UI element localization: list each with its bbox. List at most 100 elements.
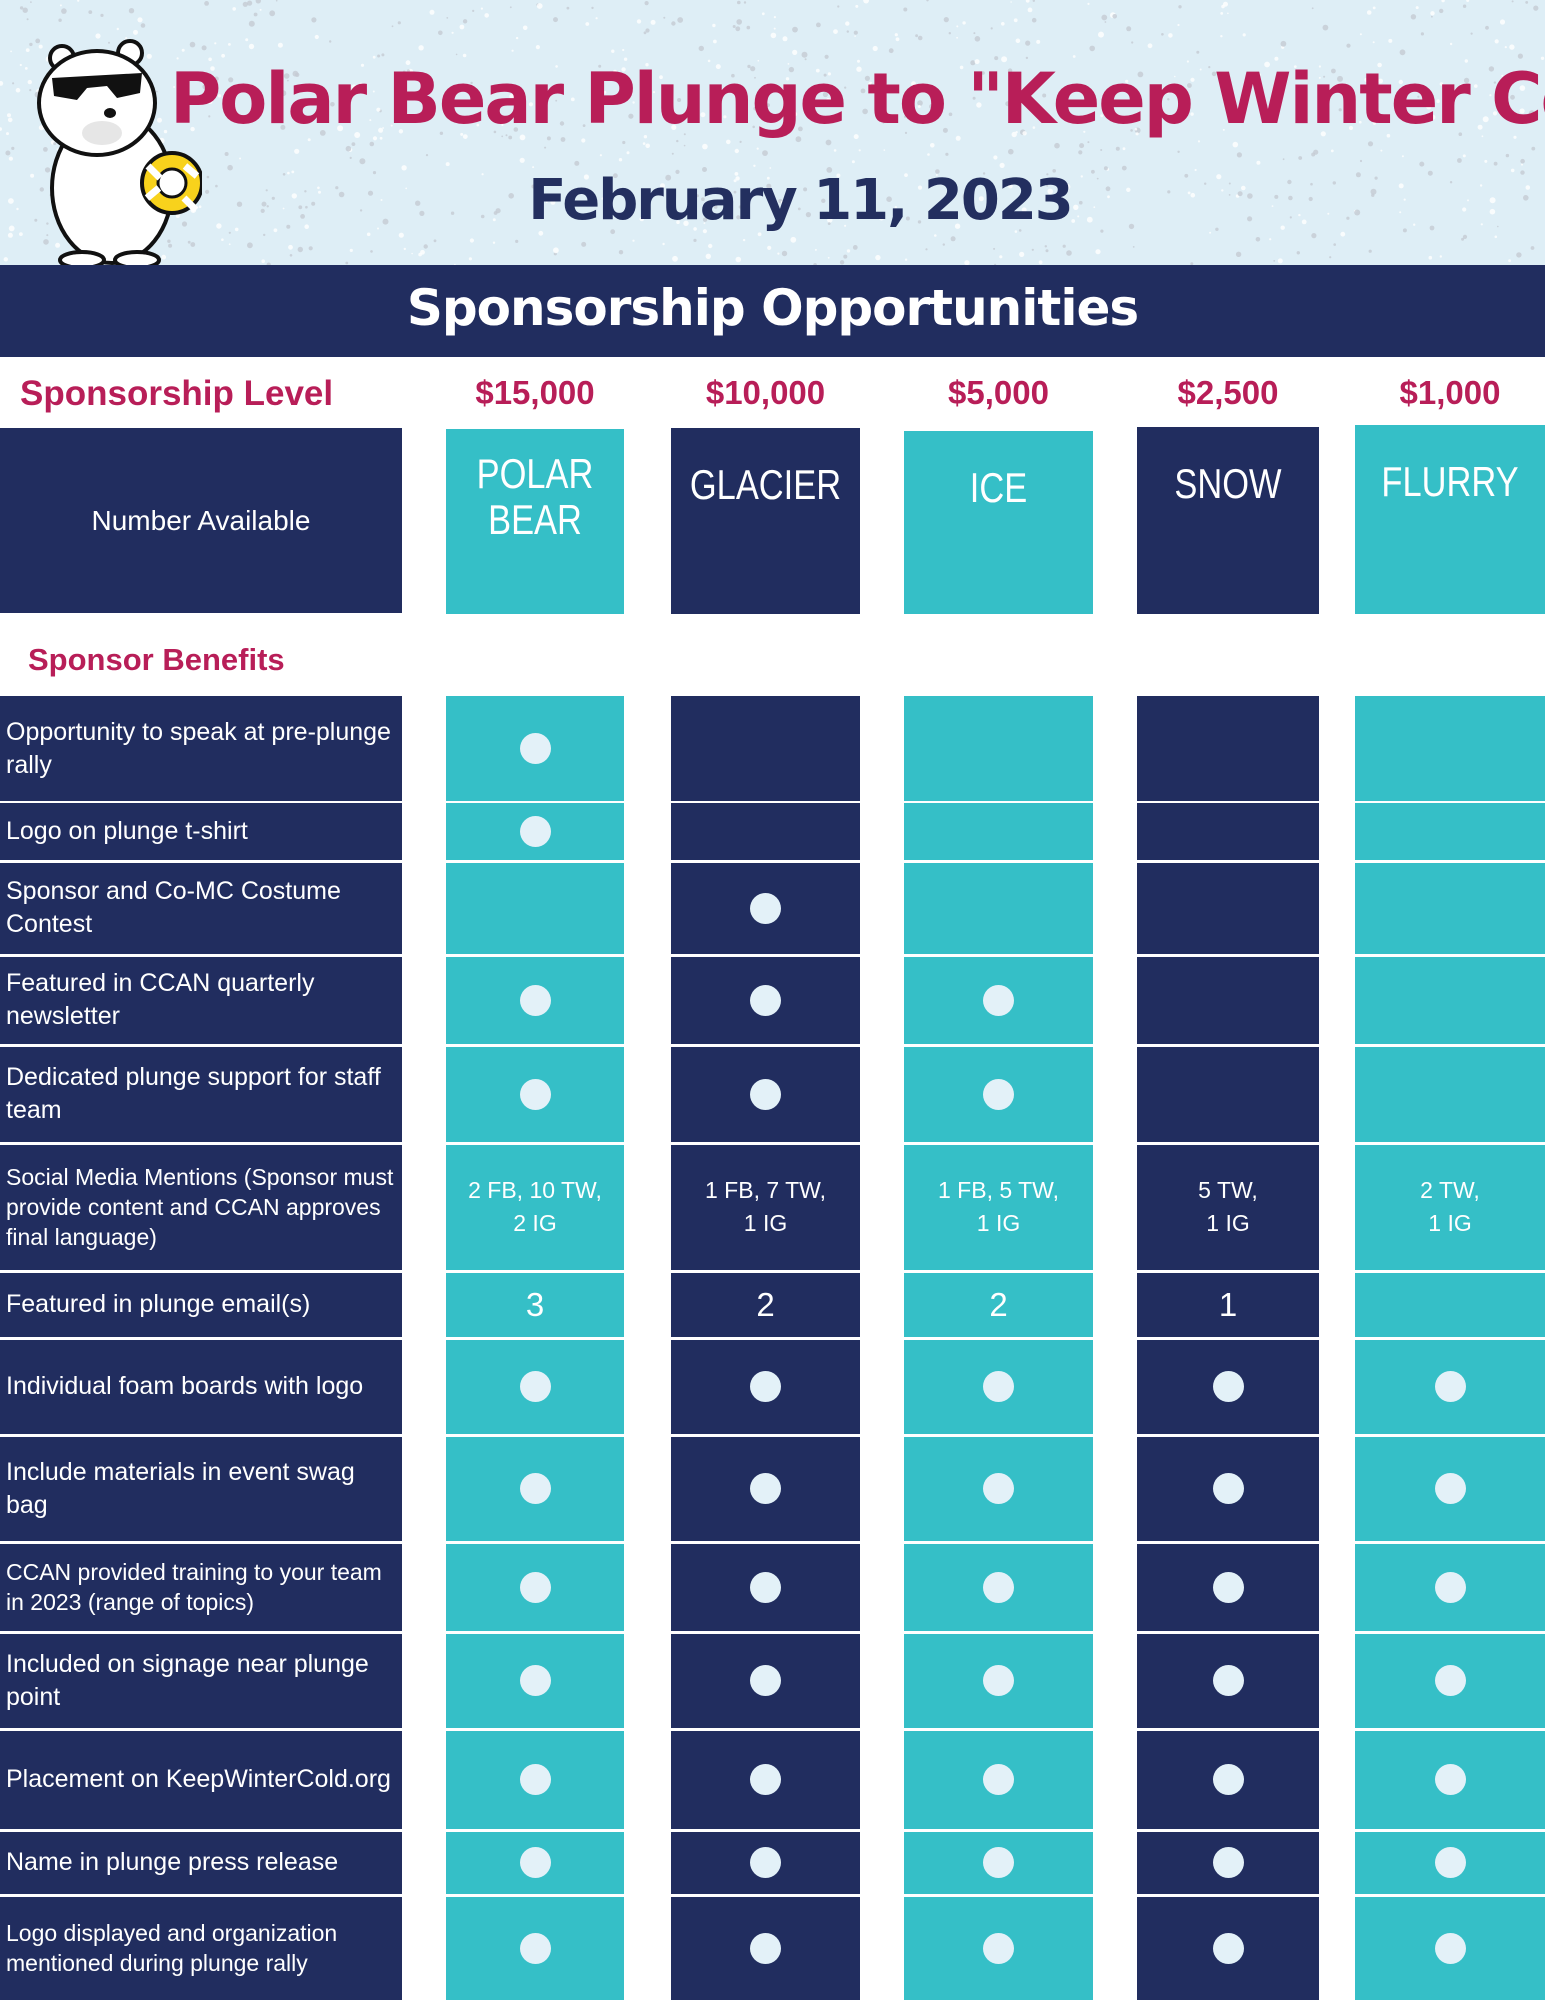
- snow-speck: [1011, 131, 1017, 138]
- snow-speck: [783, 110, 788, 114]
- snow-speck: [462, 19, 468, 24]
- snow-speck: [688, 212, 692, 216]
- snow-speck: [1032, 0, 1035, 2]
- row-divider: [0, 1542, 1545, 1544]
- snow-speck: [1167, 190, 1171, 194]
- snow-speck: [1049, 213, 1054, 218]
- snow-speck: [618, 158, 623, 162]
- snow-speck: [95, 33, 101, 39]
- snow-speck: [380, 199, 383, 201]
- benefit-cell: [446, 1633, 624, 1728]
- benefit-row: Dedicated plunge support for staff team: [0, 1046, 1545, 1142]
- snow-speck: [146, 53, 152, 59]
- snow-speck: [232, 7, 236, 11]
- benefit-cell: [904, 956, 1093, 1044]
- snow-speck: [726, 139, 731, 145]
- snow-speck: [738, 205, 742, 209]
- snow-speck: [844, 86, 847, 89]
- snow-speck: [1359, 120, 1362, 124]
- snow-speck: [167, 239, 171, 243]
- benefit-label: Featured in plunge email(s): [0, 1272, 402, 1337]
- snow-speck: [1410, 14, 1417, 20]
- snow-speck: [519, 157, 525, 163]
- snow-speck: [555, 99, 558, 102]
- snow-speck: [702, 229, 708, 234]
- snow-speck: [544, 146, 547, 149]
- snow-speck: [917, 185, 923, 190]
- snow-speck: [927, 153, 930, 156]
- snow-speck: [948, 32, 951, 35]
- snow-speck: [1470, 32, 1473, 35]
- snow-speck: [1513, 135, 1517, 139]
- snow-speck: [852, 245, 858, 250]
- snow-speck: [1269, 238, 1272, 241]
- benefit-row: Logo displayed and organization mentione…: [0, 1896, 1545, 2000]
- snow-speck: [750, 66, 756, 72]
- snow-speck: [1274, 56, 1279, 61]
- sponsorship-level-label: Sponsorship Level: [20, 374, 334, 413]
- benefit-cell: [446, 862, 624, 954]
- snow-speck: [641, 191, 645, 195]
- snow-speck: [0, 127, 2, 131]
- snow-speck: [1399, 49, 1406, 56]
- snow-speck: [1228, 194, 1231, 196]
- banner-title: Sponsorship Opportunities: [406, 279, 1139, 337]
- snow-speck: [1184, 173, 1189, 178]
- snow-speck: [456, 115, 461, 120]
- snow-speck: [943, 17, 949, 23]
- snow-speck: [739, 140, 742, 143]
- snow-speck: [77, 0, 80, 2]
- snow-speck: [647, 117, 651, 122]
- snow-speck: [1257, 73, 1261, 77]
- snow-speck: [1089, 45, 1095, 52]
- snow-speck: [1056, 98, 1059, 102]
- snow-speck: [894, 206, 897, 209]
- snow-speck: [773, 115, 779, 121]
- included-dot-icon: [1434, 1764, 1466, 1795]
- snow-speck: [1530, 246, 1535, 250]
- level-price: $10,000: [705, 374, 826, 411]
- snow-speck: [34, 218, 38, 222]
- snow-speck: [1462, 234, 1468, 239]
- snow-speck: [492, 218, 496, 222]
- tier-name: FLURRY: [1372, 459, 1528, 505]
- snow-speck: [248, 20, 255, 27]
- snow-speck: [1167, 98, 1170, 101]
- benefit-cell: [446, 1543, 624, 1631]
- snow-speck: [1462, 207, 1467, 212]
- snow-speck: [289, 254, 293, 257]
- benefit-cell: [904, 1831, 1093, 1894]
- snow-speck: [307, 138, 311, 142]
- included-dot-icon: [983, 1078, 1014, 1110]
- snow-speck: [698, 45, 704, 52]
- snow-speck: [833, 29, 838, 34]
- benefit-value: 1 FB, 5 TW, 1 IG: [938, 1177, 1059, 1236]
- section-banner: Sponsorship Opportunities: [0, 265, 1545, 357]
- snow-speck: [1104, 113, 1108, 116]
- snow-speck: [12, 82, 15, 85]
- snow-speck: [628, 113, 634, 119]
- snow-speck: [15, 87, 21, 93]
- snow-speck: [1332, 181, 1337, 185]
- snow-speck: [405, 187, 408, 190]
- snow-speck: [904, 131, 908, 134]
- snow-speck: [1237, 191, 1243, 197]
- benefit-cell: [1137, 862, 1319, 954]
- snow-speck: [735, 256, 742, 263]
- benefit-cell: [671, 956, 860, 1044]
- snow-speck: [1177, 23, 1180, 27]
- benefit-cell: [1137, 1831, 1319, 1894]
- snow-speck: [1519, 108, 1525, 114]
- snow-speck: [767, 245, 772, 250]
- snow-speck: [993, 247, 996, 250]
- snow-speck: [1492, 111, 1498, 116]
- snow-speck: [1044, 245, 1048, 248]
- snow-speck: [934, 234, 937, 237]
- included-dot-icon: [1212, 1571, 1244, 1603]
- snow-speck: [411, 252, 413, 255]
- snow-speck: [1337, 75, 1343, 82]
- snow-speck: [1329, 256, 1332, 259]
- included-dot-icon: [1212, 1764, 1244, 1795]
- benefit-value: 2 TW, 1 IG: [1420, 1177, 1480, 1236]
- benefit-label: Placement on KeepWinterCold.org: [0, 1730, 402, 1829]
